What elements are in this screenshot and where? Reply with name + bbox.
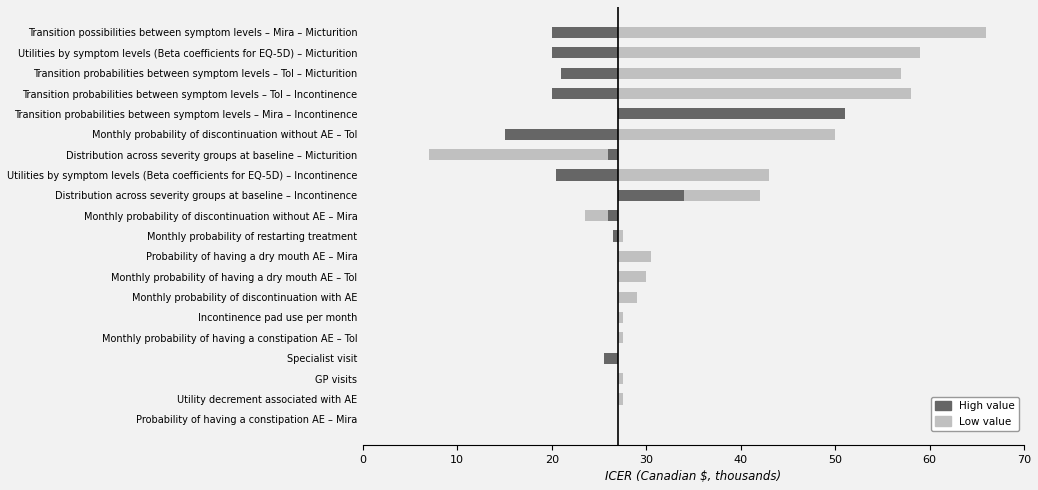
X-axis label: ICER (Canadian $, thousands): ICER (Canadian $, thousands) bbox=[605, 470, 782, 483]
Bar bbox=[618, 332, 623, 343]
Bar bbox=[613, 230, 618, 242]
Bar bbox=[618, 47, 920, 58]
Bar bbox=[618, 312, 623, 323]
Bar bbox=[618, 190, 684, 201]
Bar bbox=[618, 230, 623, 242]
Bar bbox=[618, 251, 651, 262]
Bar bbox=[608, 210, 618, 221]
Legend: High value, Low value: High value, Low value bbox=[931, 397, 1018, 431]
Bar bbox=[618, 88, 910, 99]
Bar bbox=[618, 373, 623, 384]
Bar bbox=[618, 129, 836, 140]
Bar bbox=[556, 170, 618, 180]
Bar bbox=[562, 68, 618, 79]
Bar bbox=[504, 129, 618, 140]
Bar bbox=[618, 27, 986, 38]
Bar bbox=[429, 149, 618, 160]
Bar bbox=[552, 88, 618, 99]
Bar bbox=[618, 108, 845, 120]
Bar bbox=[618, 170, 769, 180]
Bar bbox=[552, 47, 618, 58]
Bar bbox=[618, 271, 647, 282]
Bar bbox=[584, 210, 618, 221]
Bar bbox=[604, 353, 618, 364]
Bar bbox=[618, 68, 901, 79]
Bar bbox=[608, 149, 618, 160]
Bar bbox=[618, 190, 760, 201]
Bar bbox=[552, 27, 618, 38]
Bar bbox=[618, 393, 623, 405]
Bar bbox=[618, 292, 636, 303]
